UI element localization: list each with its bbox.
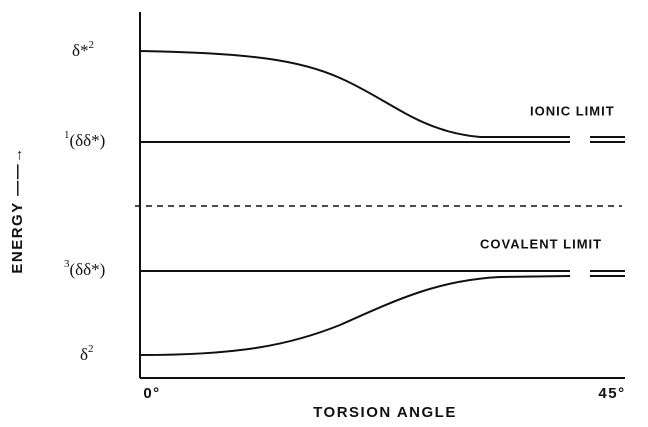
level-label: 1(δδ*)	[64, 129, 105, 150]
annotation: IONIC LIMIT	[530, 103, 615, 118]
level-label: δ2	[80, 343, 94, 364]
annotation: COVALENT LIMIT	[480, 236, 602, 251]
curve-ionic	[139, 50, 570, 138]
x-axis-title: TORSION ANGLE	[313, 404, 457, 421]
y-axis-title: ENERGY ——→	[9, 146, 26, 273]
x-tick-label: 0°	[143, 385, 160, 402]
x-tick-label: 45°	[598, 385, 625, 402]
level-label: δ*2	[72, 39, 94, 60]
level-label: 3(δδ*)	[64, 258, 105, 279]
curve-covalent	[139, 275, 571, 356]
